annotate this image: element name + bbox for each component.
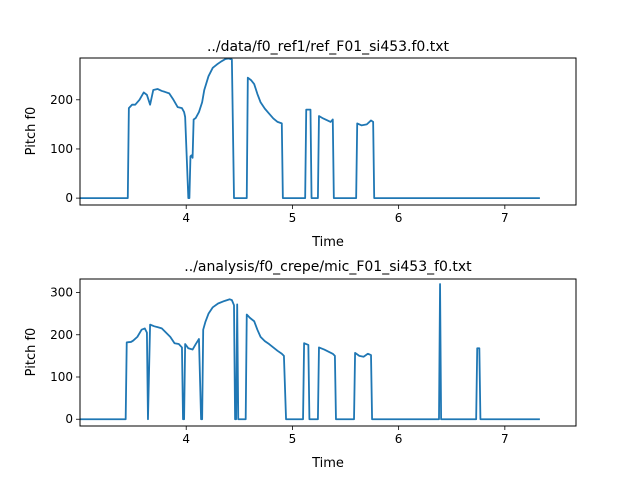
x-tick-label: 6 [395, 432, 403, 446]
y-tick-label: 200 [50, 328, 73, 342]
series-line [80, 57, 540, 200]
y-tick-label: 300 [50, 286, 73, 300]
x-tick-label: 5 [289, 211, 297, 225]
x-tick-label: 6 [395, 211, 403, 225]
chart-bottom: ../analysis/f0_crepe/mic_F01_si453_f0.tx… [24, 259, 577, 471]
plot-frame [79, 278, 577, 427]
y-axis-label: Pitch f0 [24, 328, 39, 377]
chart-top: ../data/f0_ref1/ref_F01_si453.f0.txt 4 5 6… [24, 39, 577, 250]
plot-frame [79, 57, 577, 206]
y-tick-label: 100 [50, 370, 73, 384]
y-axis-label: Pitch f0 [24, 107, 39, 156]
x-tick-label: 4 [182, 432, 190, 446]
x-tick-label: 7 [501, 432, 509, 446]
x-tick-label: 4 [182, 211, 190, 225]
y-tick-label: 0 [65, 191, 73, 205]
y-tick-label: 0 [65, 412, 73, 426]
chart-title: ../data/f0_ref1/ref_F01_si453.f0.txt [207, 39, 450, 55]
axis-ticks: 4 5 6 7 0 100 200 [50, 93, 509, 225]
x-tick-label: 7 [501, 211, 509, 225]
x-axis-label: Time [311, 235, 344, 250]
chart-title: ../analysis/f0_crepe/mic_F01_si453_f0.tx… [184, 259, 472, 275]
plot-area [80, 279, 576, 426]
y-tick-label: 200 [50, 93, 73, 107]
axis-ticks: 4 5 6 7 0 100 200 300 [50, 286, 509, 446]
y-tick-label: 100 [50, 142, 73, 156]
plot-area [80, 58, 576, 205]
series-line [80, 283, 540, 421]
x-tick-label: 5 [289, 432, 297, 446]
x-axis-label: Time [311, 456, 344, 471]
